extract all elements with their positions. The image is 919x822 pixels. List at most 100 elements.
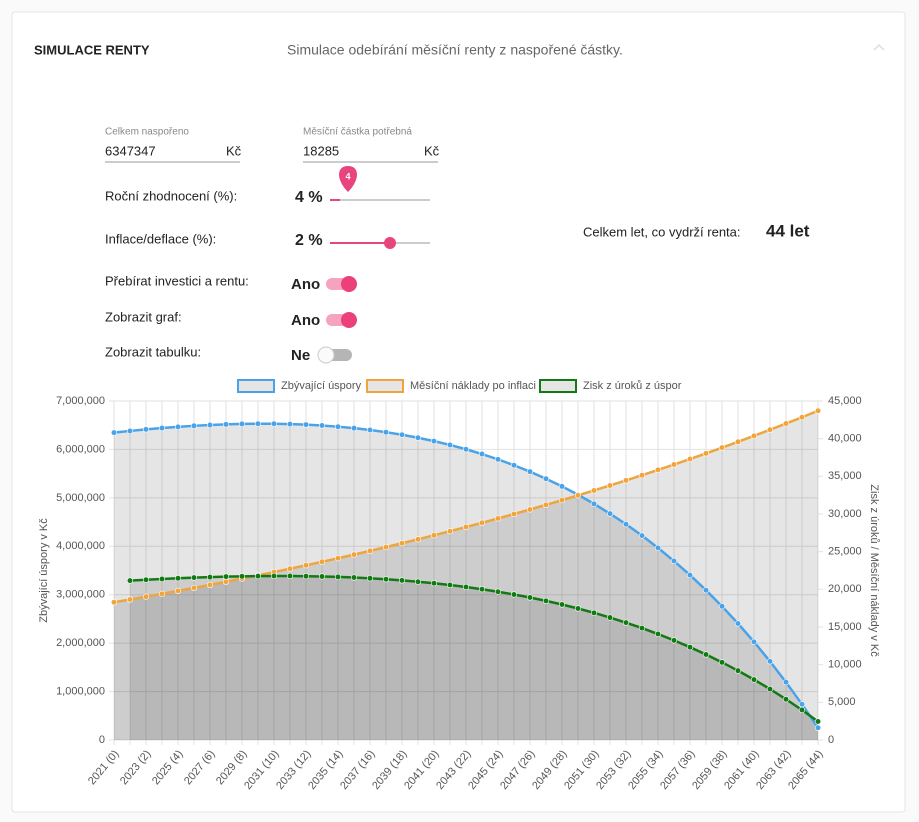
point bbox=[686, 572, 694, 579]
point bbox=[478, 450, 486, 458]
point bbox=[190, 422, 198, 429]
point bbox=[510, 591, 518, 598]
legend-label: Měsíční náklady po inflaci bbox=[410, 380, 536, 392]
point bbox=[542, 475, 550, 482]
legend-swatch[interactable] bbox=[366, 379, 404, 393]
y-tick-label: 7,000,000 bbox=[56, 395, 105, 407]
point bbox=[174, 423, 182, 430]
point bbox=[526, 594, 534, 601]
y-tick-label: 0 bbox=[99, 734, 105, 746]
y2-tick-label: 20,000 bbox=[828, 583, 862, 595]
point bbox=[654, 544, 662, 551]
field-unit: Kč bbox=[226, 143, 242, 158]
point bbox=[318, 573, 326, 580]
toggle-value: Ano bbox=[291, 276, 320, 293]
point bbox=[654, 466, 662, 474]
collapse-icon[interactable] bbox=[873, 43, 885, 51]
point bbox=[574, 492, 582, 499]
point bbox=[126, 577, 134, 584]
point bbox=[430, 438, 438, 445]
point bbox=[446, 528, 454, 535]
area bbox=[130, 576, 818, 740]
toggle-label: Zobrazit graf: bbox=[105, 309, 182, 324]
legend-swatch[interactable] bbox=[237, 379, 275, 393]
point bbox=[190, 584, 198, 592]
point bbox=[206, 421, 214, 429]
toggle-label: Přebírat investici a rentu: bbox=[105, 273, 249, 288]
y2-tick-label: 0 bbox=[828, 734, 834, 746]
y-tick-label: 3,000,000 bbox=[56, 589, 105, 601]
field-label: Celkem naspořeno bbox=[105, 127, 189, 138]
point bbox=[302, 562, 310, 569]
point bbox=[494, 588, 502, 595]
point bbox=[670, 637, 678, 644]
point bbox=[590, 487, 598, 494]
point bbox=[334, 555, 342, 562]
saved-field[interactable]: Celkem naspořeno 6347347 Kč bbox=[105, 127, 242, 163]
point bbox=[686, 644, 694, 651]
point bbox=[766, 658, 774, 665]
point bbox=[558, 483, 566, 490]
y-tick-label: 4,000,000 bbox=[56, 540, 105, 552]
point bbox=[814, 724, 822, 731]
point bbox=[766, 686, 774, 693]
point bbox=[222, 573, 230, 580]
point bbox=[782, 696, 790, 703]
point bbox=[238, 573, 246, 580]
point bbox=[334, 573, 342, 581]
point bbox=[622, 619, 630, 626]
point bbox=[110, 429, 118, 436]
point bbox=[638, 532, 646, 539]
point bbox=[382, 429, 390, 436]
y2-tick-label: 10,000 bbox=[828, 659, 862, 671]
card-subtitle: Simulace odebírání měsíční renty z naspo… bbox=[287, 42, 623, 58]
point bbox=[558, 497, 566, 504]
point bbox=[510, 462, 518, 469]
y-tick-label: 1,000,000 bbox=[56, 685, 105, 697]
point bbox=[414, 578, 422, 585]
y2-tick-label: 5,000 bbox=[828, 696, 856, 708]
point bbox=[350, 425, 358, 432]
point bbox=[750, 432, 758, 439]
toggle-thumb bbox=[341, 312, 357, 328]
point bbox=[318, 558, 326, 565]
point bbox=[366, 547, 374, 554]
point bbox=[222, 421, 230, 428]
y2-tick-label: 15,000 bbox=[828, 621, 862, 633]
y-tick-label: 2,000,000 bbox=[56, 637, 105, 649]
point bbox=[446, 581, 454, 589]
point bbox=[638, 472, 646, 479]
point bbox=[622, 521, 630, 528]
point bbox=[350, 574, 358, 581]
y-tick-label: 5,000,000 bbox=[56, 492, 105, 504]
point bbox=[766, 426, 774, 433]
toggle-thumb bbox=[341, 276, 357, 292]
y2-tick-label: 45,000 bbox=[828, 395, 862, 407]
card bbox=[11, 11, 906, 813]
point bbox=[638, 625, 646, 632]
point bbox=[398, 577, 406, 584]
legend-swatch[interactable] bbox=[539, 379, 577, 393]
point bbox=[302, 573, 310, 580]
slider-thumb[interactable] bbox=[384, 237, 396, 249]
area bbox=[114, 423, 818, 740]
point bbox=[798, 701, 806, 708]
point bbox=[734, 438, 742, 445]
point bbox=[622, 477, 630, 484]
legend-label: Zisk z úroků z úspor bbox=[583, 380, 682, 392]
point bbox=[270, 572, 278, 580]
monthly-field[interactable]: Měsíční částka potřebná 18285 Kč bbox=[303, 127, 440, 163]
point bbox=[702, 651, 710, 658]
point bbox=[526, 506, 534, 513]
y2-axis-title: Zisk z úroků / Měsíční náklady v Kč bbox=[868, 484, 880, 657]
point bbox=[558, 601, 566, 608]
point bbox=[254, 573, 262, 580]
point bbox=[190, 574, 198, 581]
slider-label: Inflace/deflace (%): bbox=[105, 231, 216, 246]
point bbox=[286, 572, 294, 580]
point bbox=[750, 676, 758, 683]
point bbox=[430, 532, 438, 539]
slider-value: 4 % bbox=[295, 189, 323, 206]
point bbox=[110, 599, 118, 606]
